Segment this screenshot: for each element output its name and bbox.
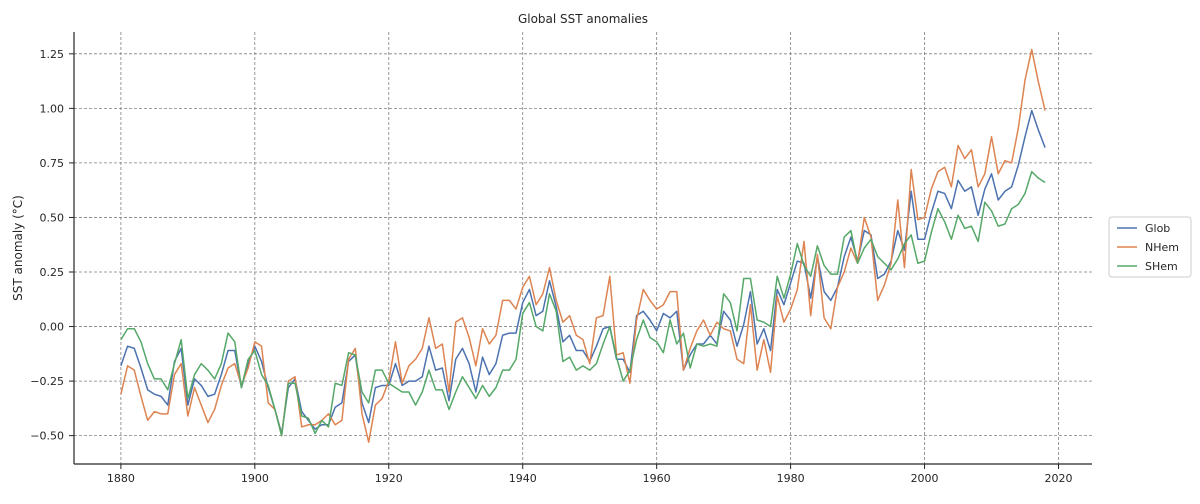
y-axis-label: SST anomaly (°C) — [11, 195, 25, 301]
x-tick-label: 1880 — [107, 472, 135, 485]
grid — [74, 32, 1092, 464]
axes — [73, 32, 1092, 465]
y-tick-label: 0.00 — [40, 321, 65, 334]
y-tick-label: −0.25 — [30, 375, 64, 388]
series-lines — [120, 48, 1046, 443]
x-tick-label: 2020 — [1045, 472, 1073, 485]
series-line-shem — [120, 170, 1046, 437]
legend-box — [1108, 216, 1192, 278]
legend-label-glob: Glob — [1145, 222, 1170, 235]
y-ticks: −0.50 −0.25 0.00 0.25 0.50 0.75 1.00 1.25 — [30, 48, 74, 443]
y-tick-label: 0.75 — [40, 157, 65, 170]
x-tick-label: 1900 — [241, 472, 269, 485]
legend-label-nhem: NHem — [1145, 241, 1179, 254]
chart-title: Global SST anomalies — [518, 12, 648, 26]
legend: Glob NHem SHem — [1108, 216, 1192, 278]
x-tick-label: 1920 — [375, 472, 403, 485]
x-tick-label: 1940 — [509, 472, 537, 485]
x-tick-label: 1960 — [643, 472, 671, 485]
y-tick-label: 0.25 — [40, 266, 65, 279]
x-ticks: 1880 1900 1920 1940 1960 1980 2000 2020 — [107, 464, 1073, 485]
y-tick-label: −0.50 — [30, 430, 64, 443]
legend-label-shem: SHem — [1145, 260, 1178, 273]
x-tick-label: 2000 — [911, 472, 939, 485]
y-tick-label: 1.25 — [40, 48, 65, 61]
y-tick-label: 1.00 — [40, 102, 65, 115]
x-tick-label: 1980 — [777, 472, 805, 485]
y-tick-label: 0.50 — [40, 211, 65, 224]
